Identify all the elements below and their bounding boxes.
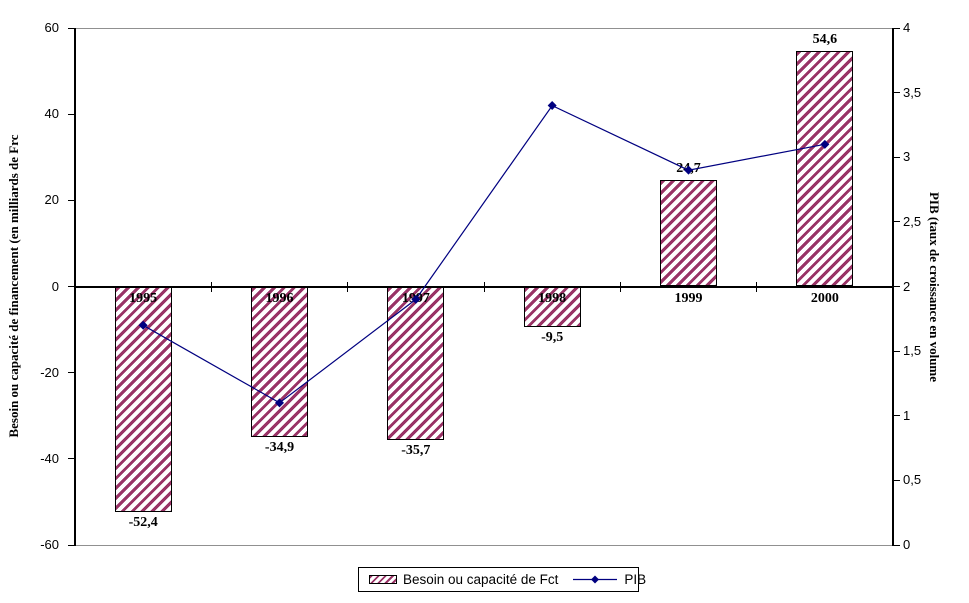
- left-axis-tick: [68, 199, 75, 201]
- category-label-1998: 1998: [538, 290, 567, 306]
- right-axis-tick: [893, 286, 900, 287]
- left-axis-tick: [68, 286, 75, 287]
- pib-line: [142, 104, 825, 404]
- right-axis-title: PIB (taux de croissance en volume: [927, 191, 942, 383]
- right-axis-tick: [893, 92, 900, 94]
- bar-value-label-1997: -35,7: [401, 443, 431, 459]
- category-axis-tick: [756, 281, 758, 292]
- category-label-2000: 2000: [810, 290, 839, 306]
- right-axis-tick-label: 1,5: [903, 343, 922, 359]
- right-axis-tick-label: 1: [903, 407, 911, 423]
- bar-2000: [796, 51, 854, 287]
- left-axis-tick: [68, 27, 75, 29]
- right-axis-tick: [893, 221, 900, 223]
- category-label-1997: 1997: [401, 290, 430, 306]
- category-axis-tick: [74, 281, 76, 292]
- right-axis-tick-label: 3,5: [903, 84, 922, 100]
- legend-hatched-bar-swatch-icon: [369, 575, 397, 584]
- right-axis-tick-label: 2,5: [903, 213, 922, 229]
- plot-border-bottom: [75, 545, 893, 546]
- right-axis-tick-label: 3: [903, 149, 911, 165]
- category-axis-tick: [619, 281, 621, 292]
- category-label-1995: 1995: [129, 290, 158, 306]
- bar-1995: [114, 286, 172, 513]
- left-axis-tick-label: 0: [51, 278, 59, 294]
- right-axis-tick-label: 0,5: [903, 472, 922, 488]
- right-axis-tick-label: 2: [903, 278, 911, 294]
- bar-value-label-1998: -9,5: [541, 330, 564, 346]
- right-axis-tick: [893, 156, 900, 158]
- category-label-1999: 1999: [674, 290, 703, 306]
- left-axis-title: Besoin ou capacité de financement (en mi…: [6, 134, 21, 438]
- left-axis-tick: [68, 458, 75, 460]
- left-axis-tick: [68, 372, 75, 374]
- bar-value-label-1996: -34,9: [264, 439, 295, 455]
- plot-border-top: [75, 28, 893, 29]
- category-axis-tick: [892, 281, 894, 292]
- right-axis-tick-label: 4: [903, 20, 911, 35]
- right-axis-tick: [893, 544, 900, 546]
- right-axis-tick: [893, 27, 900, 29]
- bar-value-label-1995: -52,4: [128, 515, 158, 531]
- left-axis-tick-label: -60: [40, 537, 59, 552]
- category-axis-tick: [483, 281, 485, 292]
- right-axis-tick: [893, 350, 900, 352]
- right-axis-tick-label: 0: [903, 537, 911, 552]
- legend-line-diamond-icon: [573, 575, 618, 584]
- left-axis-tick-label: 40: [44, 106, 59, 122]
- left-axis-tick-label: 60: [44, 20, 59, 35]
- bar-value-label-1999: 24,7: [676, 161, 701, 177]
- bar-value-label-2000: 54,6: [812, 32, 838, 48]
- left-axis-tick: [68, 544, 75, 546]
- left-axis-tick-label: 20: [44, 192, 59, 208]
- pib-point-1998: [547, 101, 557, 111]
- bar-1997: [387, 286, 445, 441]
- left-axis-tick-label: -40: [40, 450, 59, 466]
- bar-1996: [251, 286, 308, 437]
- legend-label-besoin: Besoin ou capacité de Fct: [403, 572, 559, 587]
- legend: Besoin ou capacité de Fct PIB: [358, 567, 646, 592]
- right-axis-tick: [893, 479, 900, 481]
- category-label-1996: 1996: [265, 290, 294, 306]
- legend-label-pib: PIB: [624, 572, 647, 587]
- bar-1999: [660, 180, 717, 287]
- category-axis-tick: [347, 281, 349, 292]
- right-axis-tick: [893, 415, 900, 417]
- category-axis-tick: [210, 281, 212, 292]
- left-axis-tick: [68, 113, 75, 115]
- left-axis-tick-label: -20: [40, 364, 59, 380]
